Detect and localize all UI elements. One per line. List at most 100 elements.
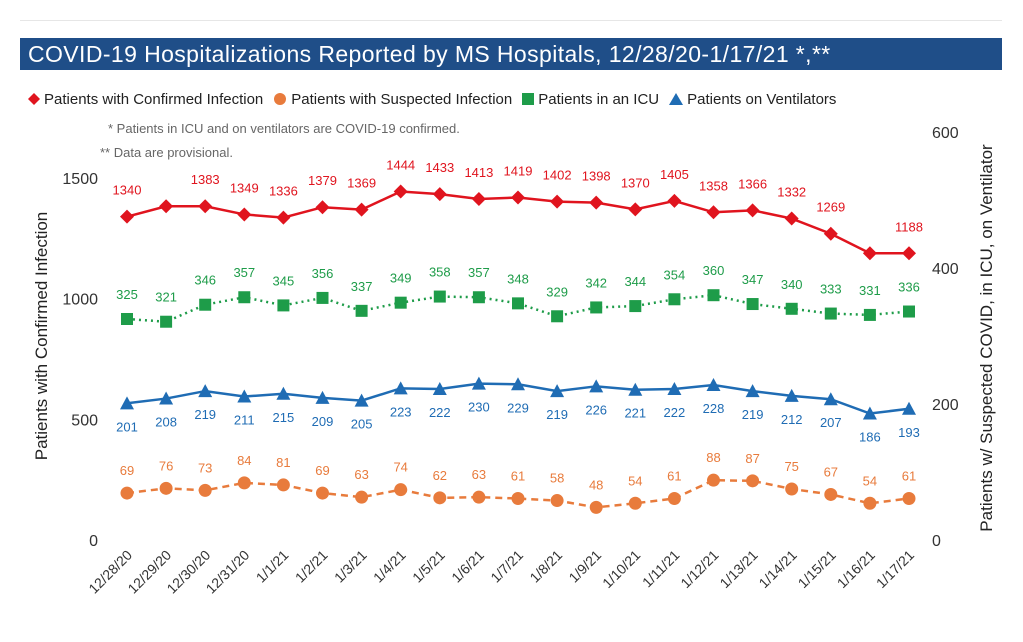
data-point-confirmed <box>862 246 877 261</box>
x-tick-label: 1/15/21 <box>795 547 839 591</box>
data-label: 1379 <box>308 173 337 188</box>
data-point-suspected <box>355 490 369 504</box>
legend-label-ventilators: Patients on Ventilators <box>687 90 837 108</box>
data-label: 63 <box>472 467 486 482</box>
data-point-icu <box>668 293 681 306</box>
data-point-ventilators <box>902 401 916 415</box>
data-label: 358 <box>429 265 451 280</box>
data-point-confirmed <box>745 203 760 218</box>
data-point-ventilators <box>354 393 369 407</box>
data-label: 1413 <box>464 165 493 180</box>
data-label: 48 <box>589 477 603 492</box>
x-tick-label: 1/1/21 <box>253 547 292 586</box>
data-label: 331 <box>859 283 881 298</box>
data-label: 1398 <box>582 169 611 184</box>
data-point-icu <box>355 304 368 317</box>
x-tick-label: 1/16/21 <box>834 547 878 591</box>
x-tick-label: 1/17/21 <box>873 547 917 591</box>
data-label: 1332 <box>777 185 806 200</box>
data-label: 321 <box>155 290 177 305</box>
data-point-confirmed <box>276 210 291 225</box>
y-tick-left: 1500 <box>62 171 98 188</box>
data-label: 69 <box>315 463 329 478</box>
data-label: 73 <box>198 460 212 475</box>
legend-item-suspected: Patients with Suspected Infection <box>273 91 512 108</box>
data-point-icu <box>238 291 251 304</box>
data-label: 230 <box>468 400 490 415</box>
data-point-icu <box>785 302 798 315</box>
top-divider <box>20 20 1002 21</box>
data-point-suspected <box>472 490 486 504</box>
y-tick-right: 400 <box>932 261 959 278</box>
data-label: 360 <box>703 263 725 278</box>
x-tick-label: 1/3/21 <box>331 547 370 586</box>
data-label: 337 <box>351 279 373 294</box>
square-icon <box>522 93 535 105</box>
data-label: 208 <box>155 415 177 430</box>
data-point-icu <box>199 298 212 311</box>
data-point-icu <box>433 290 446 303</box>
x-tick-label: 1/12/21 <box>677 547 721 591</box>
data-label: 346 <box>194 273 216 288</box>
data-point-icu <box>121 313 133 325</box>
y-tick-left: 500 <box>71 412 98 429</box>
legend-label-icu: Patients in an ICU <box>538 90 660 108</box>
data-label: 1383 <box>191 172 220 187</box>
data-point-confirmed <box>589 195 604 210</box>
data-point-icu <box>746 298 759 311</box>
data-point-icu <box>903 305 915 318</box>
data-point-icu <box>863 308 876 321</box>
diamond-icon <box>28 93 40 105</box>
data-point-ventilators <box>432 382 447 396</box>
data-point-icu <box>551 310 564 323</box>
data-label: 336 <box>898 280 920 295</box>
data-label: 75 <box>784 459 798 474</box>
x-tick-label: 1/13/21 <box>716 547 760 591</box>
data-point-suspected <box>198 483 212 497</box>
data-label: 186 <box>859 430 881 445</box>
data-label: 226 <box>585 402 607 417</box>
data-point-ventilators <box>667 382 682 396</box>
data-point-icu <box>277 299 290 312</box>
data-label: 356 <box>312 266 334 281</box>
data-point-ventilators <box>471 376 486 390</box>
data-label: 228 <box>703 401 725 416</box>
data-point-suspected <box>159 481 173 495</box>
data-point-ventilators <box>237 389 252 403</box>
data-label: 61 <box>902 469 916 484</box>
data-point-ventilators <box>159 391 174 405</box>
data-label: 1419 <box>504 164 533 179</box>
data-label: 348 <box>507 271 529 286</box>
data-point-icu <box>629 300 642 313</box>
data-point-suspected <box>707 473 720 487</box>
data-label: 344 <box>624 274 646 289</box>
data-point-suspected <box>276 478 290 492</box>
data-point-suspected <box>316 486 329 500</box>
data-point-ventilators <box>550 384 565 398</box>
data-point-ventilators <box>784 388 799 402</box>
data-label: 325 <box>116 287 138 302</box>
note-icu-ventilators: * Patients in ICU and on ventilators are… <box>108 121 460 136</box>
data-label: 211 <box>234 413 255 428</box>
data-label: 219 <box>194 407 216 422</box>
circle-icon <box>274 93 287 105</box>
y-axis-title-right: Patients w/ Suspected COVID, in ICU, on … <box>977 144 996 532</box>
data-point-ventilators <box>120 396 134 410</box>
data-label: 219 <box>546 407 568 422</box>
data-label: 63 <box>354 467 368 482</box>
data-label: 212 <box>781 412 803 427</box>
legend-item-ventilators: Patients on Ventilators <box>669 91 836 108</box>
data-label: 221 <box>624 406 646 421</box>
data-label: 62 <box>433 468 447 483</box>
data-point-ventilators <box>628 382 643 396</box>
x-tick-label: 1/14/21 <box>755 547 799 591</box>
data-point-ventilators <box>393 381 408 395</box>
data-point-ventilators <box>198 384 213 398</box>
y-tick-left: 0 <box>89 533 98 550</box>
data-label: 61 <box>667 469 681 484</box>
data-label: 349 <box>390 271 412 286</box>
series-line-2 <box>126 293 910 323</box>
data-point-ventilators <box>315 390 330 404</box>
data-label: 215 <box>273 410 295 425</box>
data-point-icu <box>160 315 173 328</box>
